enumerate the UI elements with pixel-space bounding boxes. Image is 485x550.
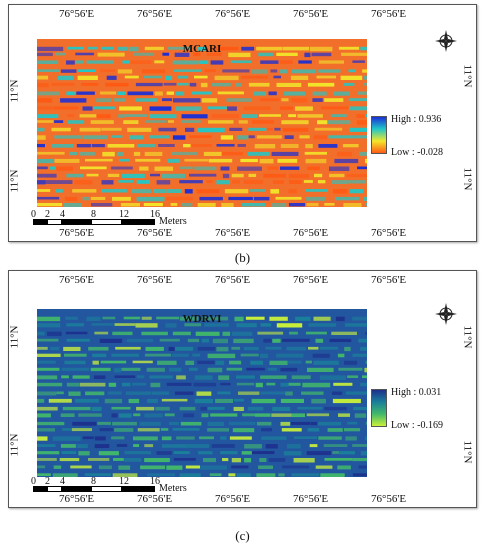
top-coord-label: 76°56'E <box>59 8 95 20</box>
mcari-raster <box>37 39 367 207</box>
bottom-coord-label: 76°56'E <box>59 493 95 505</box>
scale-tick: 4 <box>60 476 65 487</box>
legend-low-label: Low : -0.169 <box>391 420 443 431</box>
scale-tick: 12 <box>119 476 129 487</box>
right-coord-label: 11°N <box>461 325 474 349</box>
right-coord-label: 11°N <box>461 64 474 88</box>
scale-unit: Meters <box>159 216 187 227</box>
legend-high-label: High : 0.031 <box>391 387 442 398</box>
compass-rose-icon <box>435 30 457 52</box>
bottom-coord-label: 76°56'E <box>215 227 251 239</box>
bottom-coord-label: 76°56'E <box>59 227 95 239</box>
left-coord-label: 11°N <box>8 325 21 349</box>
figure-caption-c: (c) <box>235 528 250 543</box>
legend-color-ramp <box>371 116 387 154</box>
scale-unit: Meters <box>159 483 187 494</box>
scale-bar: 0 2 4 8 12 16 Meters <box>31 476 211 497</box>
left-coord-label: 11°N <box>8 433 21 457</box>
left-coord-label: 11°N <box>8 169 21 193</box>
wdrvi-raster <box>37 309 367 477</box>
legend-color-ramp <box>371 389 387 427</box>
map-panel-mcari: 76°56'E 76°56'E 76°56'E 76°56'E 76°56'E … <box>8 4 477 242</box>
bottom-coord-label: 76°56'E <box>371 227 407 239</box>
scale-tick: 16 <box>150 476 160 487</box>
scale-tick: 12 <box>119 209 129 220</box>
wdrvi-raster-map: WDRVI <box>37 309 367 477</box>
bottom-coord-label: 76°56'E <box>293 493 329 505</box>
right-coord-label: 11°N <box>461 167 474 191</box>
scale-tick: 2 <box>45 476 50 487</box>
top-coord-label: 76°56'E <box>371 8 407 20</box>
scale-tick: 4 <box>60 209 65 220</box>
top-coord-label: 76°56'E <box>215 8 251 20</box>
bottom-coord-label: 76°56'E <box>137 493 173 505</box>
legend-low-label: Low : -0.028 <box>391 147 443 158</box>
top-coord-label: 76°56'E <box>215 274 251 286</box>
map-panel-wdrvi: 76°56'E 76°56'E 76°56'E 76°56'E 76°56'E … <box>8 270 477 508</box>
scale-tick: 8 <box>91 209 96 220</box>
map-title: MCARI <box>182 43 222 55</box>
scale-tick: 0 <box>31 209 36 220</box>
top-coord-label: 76°56'E <box>137 8 173 20</box>
scale-tick: 16 <box>150 209 160 220</box>
scale-tick: 2 <box>45 209 50 220</box>
mcari-raster-map: MCARI <box>37 39 367 207</box>
top-coord-label: 76°56'E <box>293 8 329 20</box>
figure-caption-b: (b) <box>234 250 251 265</box>
bottom-coord-label: 76°56'E <box>137 227 173 239</box>
scale-tick: 8 <box>91 476 96 487</box>
scale-tick: 0 <box>31 476 36 487</box>
right-coord-label: 11°N <box>461 440 474 464</box>
bottom-coord-label: 76°56'E <box>371 493 407 505</box>
bottom-coord-label: 76°56'E <box>293 227 329 239</box>
legend-high-label: High : 0.936 <box>391 114 442 125</box>
top-coord-label: 76°56'E <box>293 274 329 286</box>
scale-bar: 0 2 4 8 12 16 Meters <box>31 209 211 230</box>
top-coord-label: 76°56'E <box>59 274 95 286</box>
map-title: WDRVI <box>182 313 222 325</box>
top-coord-label: 76°56'E <box>371 274 407 286</box>
left-coord-label: 11°N <box>8 79 21 103</box>
compass-rose-icon <box>435 303 457 325</box>
top-coord-label: 76°56'E <box>137 274 173 286</box>
bottom-coord-label: 76°56'E <box>215 493 251 505</box>
